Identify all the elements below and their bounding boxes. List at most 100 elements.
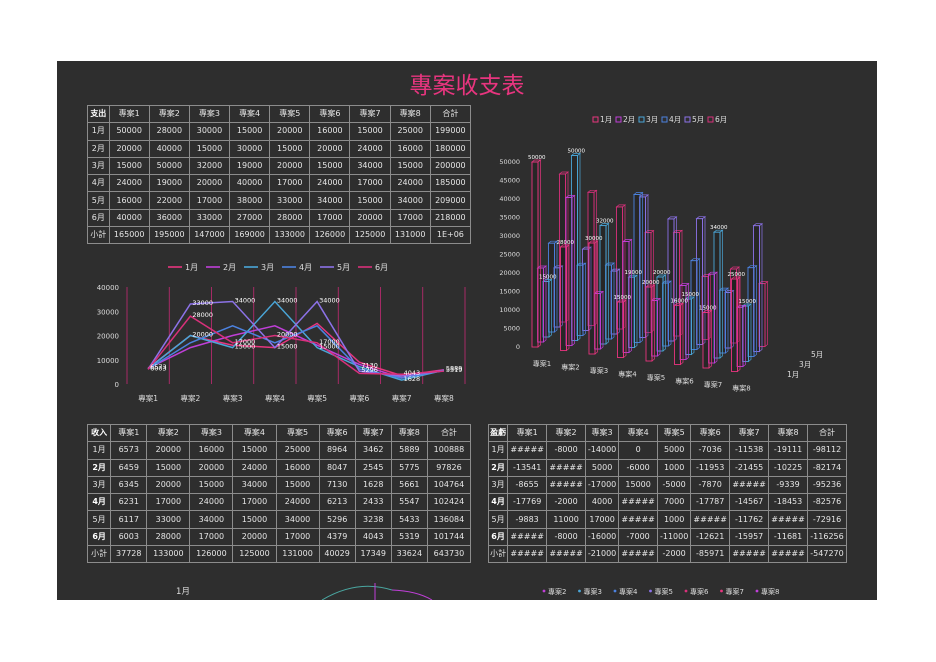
table-cell[interactable]: 20000 [146,441,191,460]
table-cell[interactable]: 199000 [429,122,472,141]
column-header[interactable]: 專案3 [188,104,231,124]
subtotal-cell[interactable]: ##### [507,545,548,564]
subtotal-cell[interactable]: 40029 [318,545,356,564]
table-cell[interactable]: 33000 [146,510,191,529]
subtotal-cell[interactable]: -2000 [657,545,692,564]
table-cell[interactable]: -9883 [507,510,548,529]
table-cell[interactable]: 19000 [148,174,190,193]
row-header[interactable]: 5月 [87,191,110,210]
table-cell[interactable]: -12621 [690,527,731,547]
table-cell[interactable]: 5889 [390,441,428,460]
subtotal-cell[interactable]: ##### [546,545,587,564]
subtotal-cell[interactable]: ##### [618,545,659,564]
table-cell[interactable]: 34000 [309,191,351,210]
column-header[interactable]: 專案6 [309,104,351,124]
table-cell[interactable]: 24000 [389,174,431,193]
subtotal-cell[interactable]: 133000 [146,545,191,564]
table-cell[interactable]: 40000 [148,139,190,158]
table-cell[interactable]: 6345 [110,475,148,495]
row-header[interactable]: 3月 [487,475,509,495]
table-cell[interactable]: 5433 [390,510,428,529]
table-cell[interactable]: 5000 [585,458,620,477]
row-header[interactable]: 4月 [487,493,509,512]
table-cell[interactable]: 6213 [318,493,356,512]
row-header[interactable]: 2月 [487,458,509,477]
table-cell[interactable]: -98112 [807,441,847,460]
table-cell[interactable]: 15000 [232,510,277,529]
table-cell[interactable]: 28000 [148,122,190,141]
table-cell[interactable]: 32000 [188,156,231,176]
table-cell[interactable]: 34000 [232,475,277,495]
table-cell[interactable]: -11762 [729,510,770,529]
table-cell[interactable]: -21455 [729,458,770,477]
table-cell[interactable]: 4000 [585,493,620,512]
column-header[interactable]: 專案4 [229,104,271,124]
table-cell[interactable]: 17000 [309,208,351,228]
table-cell[interactable]: 5319 [390,527,428,547]
table-cell[interactable]: 20000 [309,139,351,158]
subtotal-cell[interactable]: 147000 [188,226,231,245]
row-header[interactable]: 5月 [86,510,112,529]
table-cell[interactable]: 36000 [148,208,190,228]
table-cell[interactable]: 25000 [275,441,320,460]
subtotal-cell[interactable]: 1E+06 [429,226,472,245]
table-cell[interactable]: 17000 [269,174,311,193]
table-cell[interactable]: -7870 [690,475,731,495]
subtotal-cell[interactable]: 169000 [229,226,271,245]
column-header[interactable]: 專案5 [269,104,311,124]
table-cell[interactable]: 24000 [232,458,277,477]
table-cell[interactable]: 15000 [389,156,431,176]
table-cell[interactable]: 20000 [269,122,311,141]
column-header[interactable]: 專案2 [546,423,587,443]
subtotal-cell[interactable]: -21000 [585,545,620,564]
subtotal-cell[interactable]: 37728 [110,545,148,564]
column-header[interactable]: 專案5 [657,423,692,443]
table-cell[interactable]: 6003 [110,527,148,547]
table-cell[interactable]: 16000 [275,458,320,477]
table-cell[interactable]: -8000 [546,527,587,547]
table-cell[interactable]: ##### [546,475,587,495]
table-cell[interactable]: 20000 [108,139,150,158]
table-cell[interactable]: 0 [618,441,659,460]
table-cell[interactable]: -9339 [768,475,809,495]
column-header[interactable]: 專案3 [585,423,620,443]
table-cell[interactable]: 6117 [110,510,148,529]
table-cell[interactable]: 50000 [148,156,190,176]
table-cell[interactable]: 40000 [108,208,150,228]
row-header-subtotal[interactable]: 小計 [87,226,110,245]
column-header[interactable]: 專案5 [275,423,320,443]
column-header[interactable]: 專案7 [729,423,770,443]
table-cell[interactable]: 136084 [426,510,472,529]
table-cell[interactable]: 8047 [318,458,356,477]
subtotal-cell[interactable]: 195000 [148,226,190,245]
table-cell[interactable]: 34000 [189,510,234,529]
table-cell[interactable]: -10225 [768,458,809,477]
column-header-total[interactable]: 合計 [429,104,472,124]
table-cell[interactable]: 16000 [108,191,150,210]
table-cell[interactable]: -15957 [729,527,770,547]
table-cell[interactable]: 17000 [232,493,277,512]
table-cell[interactable]: ##### [690,510,731,529]
subtotal-cell[interactable]: -85971 [690,545,731,564]
table-cell[interactable]: ##### [507,527,548,547]
table-cell[interactable]: -17769 [507,493,548,512]
table-cell[interactable]: ##### [546,458,587,477]
row-header[interactable]: 2月 [87,139,110,158]
table-cell[interactable]: -14567 [729,493,770,512]
table-cell[interactable]: 30000 [229,139,271,158]
table-cell[interactable]: 33000 [269,191,311,210]
table-cell[interactable]: 17000 [349,174,391,193]
table-cell[interactable]: 28000 [269,208,311,228]
table-cell[interactable]: -17787 [690,493,731,512]
table-cell[interactable]: 33000 [188,208,231,228]
table-cell[interactable]: 24000 [189,493,234,512]
table-cell[interactable]: -82576 [807,493,847,512]
table-cell[interactable]: 200000 [429,156,472,176]
subtotal-cell[interactable]: -547270 [807,545,847,564]
table-cell[interactable]: 185000 [429,174,472,193]
table-cell[interactable]: 15000 [618,475,659,495]
table-cell[interactable]: 4043 [354,527,392,547]
table-cell[interactable]: 17000 [389,208,431,228]
table-cell[interactable]: -5000 [657,475,692,495]
table-cell[interactable]: ##### [618,493,659,512]
